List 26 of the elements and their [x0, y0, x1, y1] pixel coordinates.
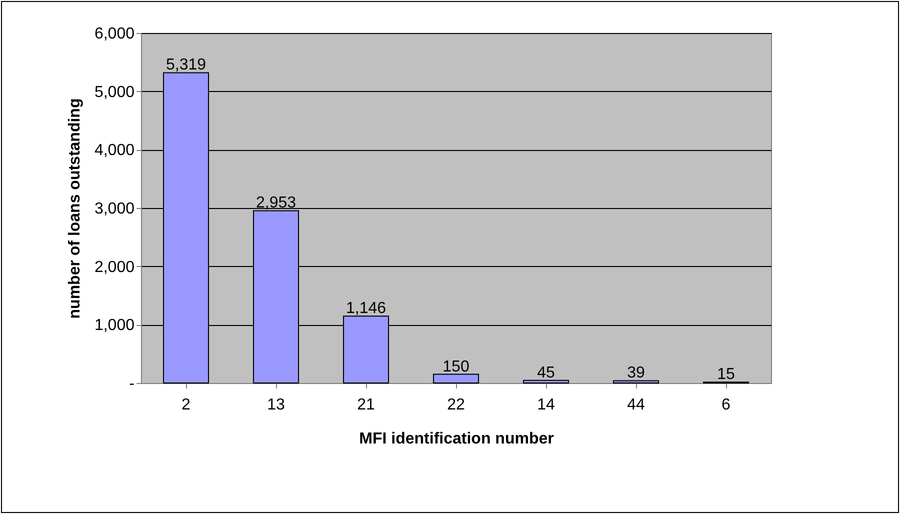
x-tick-label: 22: [447, 396, 465, 414]
data-label: 150: [442, 358, 470, 376]
data-label: 2,953: [256, 194, 296, 212]
x-tick-label: 14: [537, 396, 555, 414]
y-axis-title: number of loans outstanding: [66, 98, 84, 319]
x-tick-label: 21: [357, 396, 375, 414]
y-tick-label: 1,000: [94, 317, 135, 334]
bar: [433, 374, 479, 384]
x-axis-title: MFI identification number: [359, 430, 554, 448]
data-label: 39: [627, 364, 645, 382]
y-tick-label: 5,000: [94, 84, 135, 101]
y-tick-label: 4,000: [94, 142, 135, 160]
bar: [613, 380, 659, 384]
x-tick-label: 2: [182, 396, 191, 414]
data-label: 5,319: [166, 56, 206, 74]
x-tick-label: 13: [267, 396, 285, 414]
bar: [523, 380, 569, 384]
y-tick-label: 3,000: [94, 200, 135, 218]
y-tick-label: 6,000: [94, 26, 135, 42]
data-label: 1,146: [346, 300, 386, 318]
y-tick-label: 2,000: [94, 258, 135, 276]
data-label: 15: [717, 366, 735, 384]
data-label: 45: [537, 364, 555, 382]
x-tick-label: 44: [627, 396, 645, 414]
x-tick-label: 6: [722, 396, 731, 414]
y-tick-label: -: [129, 376, 134, 392]
